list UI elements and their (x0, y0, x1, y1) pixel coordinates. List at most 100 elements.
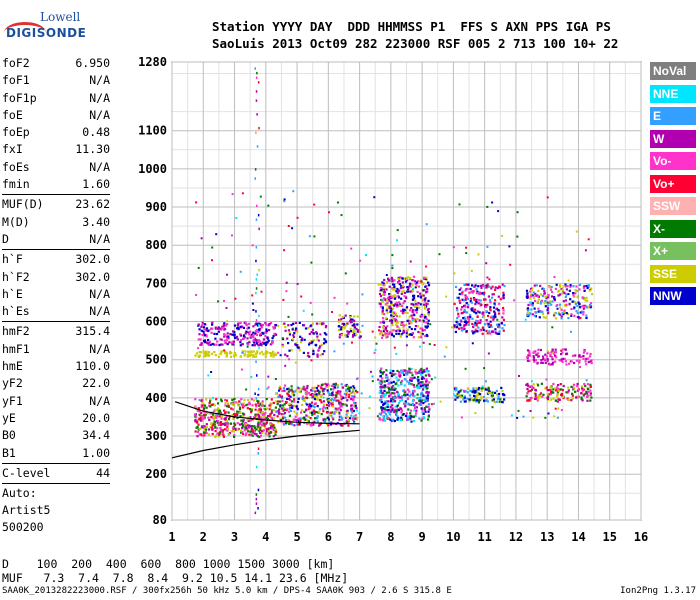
echo-point (341, 315, 344, 319)
echo-point (218, 433, 221, 436)
echo-point (231, 193, 234, 196)
echo-point (282, 416, 285, 419)
echo-point (221, 432, 224, 435)
echo-point (306, 326, 310, 330)
echo-point (277, 351, 280, 354)
y-tick-label: 800 (145, 238, 167, 252)
echo-point (418, 400, 421, 403)
echo-point (255, 497, 258, 501)
echo-point (202, 431, 206, 434)
echo-point (267, 375, 270, 378)
echo-point (491, 394, 495, 397)
echo-point (254, 392, 256, 395)
echo-point (287, 225, 290, 227)
echo-point (411, 392, 415, 395)
echo-point (255, 465, 258, 469)
echo-point (531, 294, 534, 297)
echo-point (254, 323, 257, 326)
echo-point (212, 403, 215, 406)
echo-point (541, 287, 544, 290)
echo-point (295, 419, 298, 422)
echo-point (381, 334, 384, 337)
echo-point (312, 352, 315, 355)
echo-point (539, 284, 542, 287)
echo-point (298, 420, 302, 423)
echo-point (250, 409, 253, 412)
echo-point (252, 431, 255, 434)
echo-point (241, 192, 244, 195)
echo-point (407, 276, 410, 279)
echo-point (533, 314, 536, 317)
echo-point (251, 434, 254, 437)
echo-point (586, 357, 590, 360)
echo-point (327, 391, 330, 394)
echo-point (318, 424, 321, 427)
echo-point (351, 341, 353, 344)
echo-point (490, 394, 493, 397)
echo-point (386, 325, 389, 328)
echo-point (476, 310, 479, 313)
echo-point (572, 285, 575, 288)
echo-point (315, 387, 318, 390)
echo-point (196, 420, 199, 423)
echo-point (198, 328, 201, 331)
echo-point (476, 394, 479, 397)
echo-point (414, 286, 417, 289)
echo-point (554, 387, 557, 390)
echo-point (494, 313, 497, 316)
echo-point (460, 320, 463, 323)
echo-point (463, 310, 466, 313)
echo-point (390, 399, 393, 403)
echo-point (202, 408, 205, 411)
echo-point (352, 328, 355, 331)
echo-point (556, 395, 559, 398)
echo-point (571, 397, 574, 400)
echo-point (382, 403, 385, 407)
echo-point (194, 419, 197, 422)
echo-point (423, 305, 426, 308)
echo-point (355, 418, 358, 421)
echo-point (582, 392, 585, 395)
echo-point (316, 338, 319, 341)
echo-point (474, 321, 477, 325)
param-name: yF1 (2, 393, 23, 408)
echo-point (382, 317, 385, 320)
echo-point (396, 415, 399, 418)
echo-point (300, 409, 303, 412)
param-value: 6.950 (75, 56, 110, 70)
echo-point (292, 335, 295, 338)
echo-point (265, 328, 268, 331)
param-value: 23.62 (75, 197, 110, 212)
echo-point (399, 399, 402, 402)
echo-point (578, 361, 581, 364)
echo-point (239, 339, 243, 342)
echo-point (250, 335, 253, 338)
echo-point (408, 326, 411, 329)
echo-point (475, 298, 478, 301)
echo-point (398, 372, 401, 375)
echo-point (400, 333, 403, 336)
echo-point (503, 398, 506, 401)
echo-point (536, 300, 539, 303)
echo-point (501, 400, 504, 403)
echo-point (225, 339, 228, 342)
echo-point (226, 427, 229, 431)
echo-point (241, 420, 245, 423)
echo-point (424, 300, 427, 303)
echo-point (568, 302, 571, 306)
echo-point (530, 301, 533, 304)
echo-point (420, 419, 423, 422)
echo-point (397, 409, 401, 412)
echo-point (240, 368, 243, 371)
echo-point (546, 397, 549, 400)
echo-point (302, 324, 306, 327)
echo-point (234, 423, 237, 426)
echo-point (287, 315, 290, 318)
echo-point (235, 335, 239, 338)
echo-point (589, 399, 592, 402)
echo-point (385, 379, 389, 382)
echo-point (484, 380, 487, 383)
echo-point (295, 343, 298, 347)
echo-point (211, 321, 214, 324)
echo-point (548, 388, 551, 391)
